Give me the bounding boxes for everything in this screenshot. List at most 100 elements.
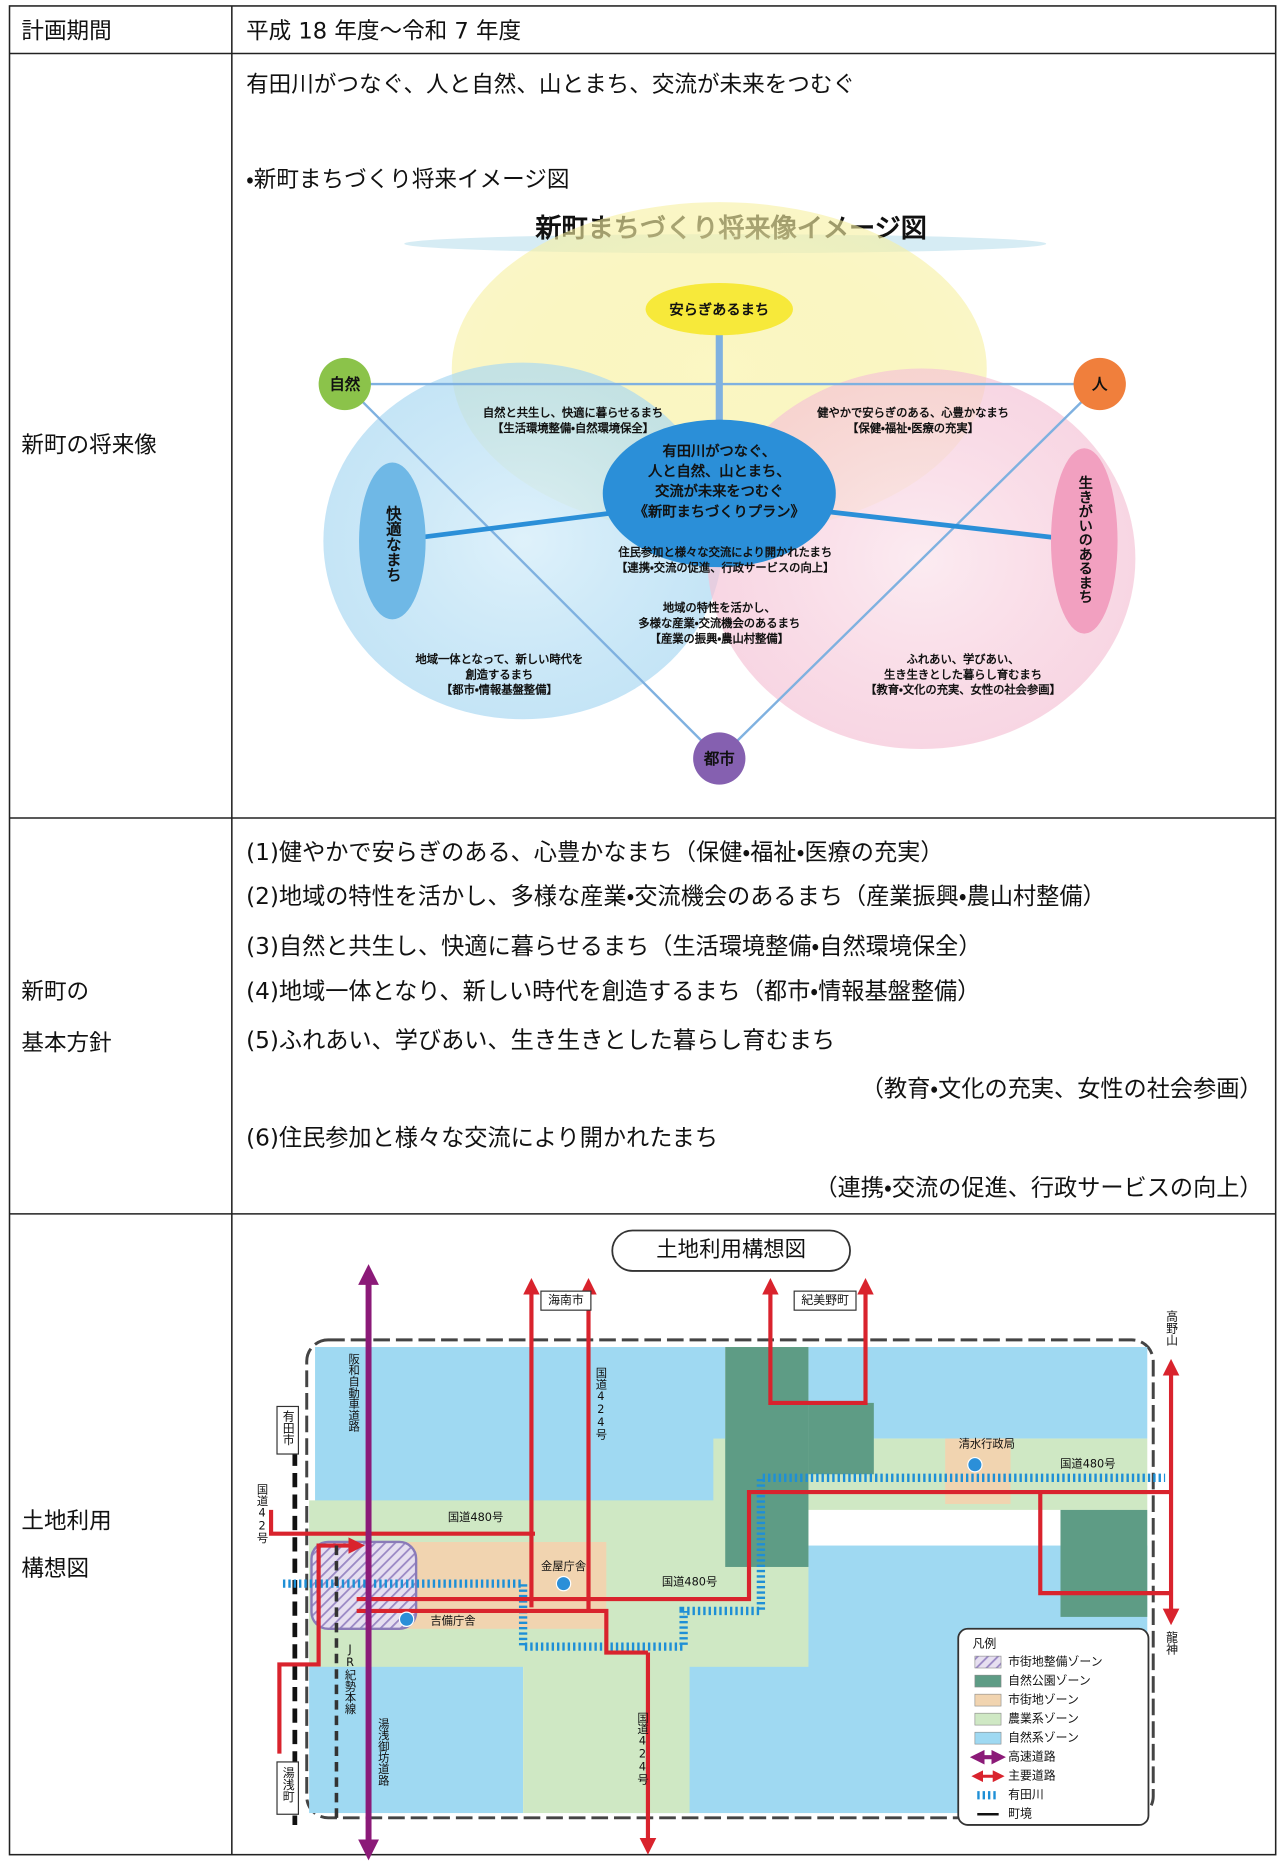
zone-text: 【教育・文化の充実、女性の社会参画】 xyxy=(865,683,1061,697)
title-pill xyxy=(611,1229,851,1272)
policy-item: (1)健やかで安らぎのある、心豊かなまち（保健・福祉・医療の充実） xyxy=(246,839,943,866)
policy-item: (6)住民参加と様々な交流により開かれたまち xyxy=(246,1124,718,1151)
row-label: 基本方針 xyxy=(21,1030,111,1056)
legend-label: 市街地整備ゾーン xyxy=(1008,1655,1102,1669)
place-label: 龍神 xyxy=(1165,1631,1179,1656)
row-label: 構想図 xyxy=(21,1556,89,1582)
policy-item: (5)ふれあい、学びあい、生き生きとした暮らし育むまち xyxy=(246,1027,835,1054)
node-label: 生きがいのあるまち xyxy=(1076,474,1092,604)
zone-blue xyxy=(323,362,723,720)
place-label: 高野山 xyxy=(1165,1310,1179,1346)
main-road xyxy=(762,1278,874,1405)
node-label: 自然 xyxy=(329,375,360,394)
office-label: 金屋庁舎 xyxy=(541,1560,586,1573)
node xyxy=(645,282,793,336)
zone xyxy=(808,1402,874,1475)
legend-title: 凡例 xyxy=(973,1637,997,1651)
place-label: 海南市 xyxy=(548,1293,584,1307)
zone xyxy=(309,1658,524,1814)
table-border xyxy=(8,5,1277,1856)
center-text: 《新町まちづくりプラン》 xyxy=(634,503,805,520)
center-text: 有田川がつなぐ、 xyxy=(662,442,776,460)
vision-diagram: 新町まちづくり将来像イメージ図有田川がつなぐ、人と自然、山とまち、交流が未来をつ… xyxy=(318,202,1136,785)
river xyxy=(282,1473,1166,1651)
zone-text: 【産業の振興・農山村整備】 xyxy=(650,632,789,646)
center-text: 人と自然、山とまち、 xyxy=(647,462,791,480)
main-road xyxy=(356,1489,1172,1602)
zone xyxy=(315,1347,726,1502)
map-title: 土地利用構想図 xyxy=(656,1238,806,1263)
legend-box xyxy=(957,1627,1150,1826)
legend-label: 自然系ゾーン xyxy=(1008,1731,1079,1745)
place-box xyxy=(276,1405,300,1455)
zone-text: 地域の特性を活かし、 xyxy=(663,601,776,615)
node xyxy=(1073,357,1126,411)
legend-swatch xyxy=(974,1693,1002,1707)
zone-text: 住民参加と様々な交流により開かれたまち xyxy=(617,545,832,559)
node xyxy=(1050,448,1118,634)
node-label: 人 xyxy=(1091,376,1108,394)
road-label: 国道424号 xyxy=(594,1367,607,1441)
zone xyxy=(725,1347,809,1567)
place-box xyxy=(793,1290,857,1311)
zone-text: 【連携・交流の促進、行政サービスの向上】 xyxy=(616,560,834,574)
road-label: JR紀勢本線 xyxy=(344,1643,357,1714)
policy-item: (2)地域の特性を活かし、多様な産業・交流機会のあるまち（産業振興・農山村整備） xyxy=(246,883,1106,910)
zone-text: 健やかで安らぎのある、心豊かなまち xyxy=(816,406,1009,420)
zone-text: 【保健・福祉・医療の充実】 xyxy=(847,421,979,435)
main-road xyxy=(356,1608,648,1655)
zone-text: 多様な産業・交流機会のあるまち xyxy=(638,616,800,630)
policy-item: (3)自然と共生し、快適に暮らせるまち（生活環境整備・自然環境保全） xyxy=(246,933,981,960)
cell-text: 平成 18 年度～令和 7 年度 xyxy=(246,19,521,45)
legend-swatch xyxy=(974,1712,1002,1726)
node xyxy=(693,732,746,785)
office-marker xyxy=(967,1456,983,1473)
place-box xyxy=(276,1761,300,1815)
road-label: 湯浅御坊道路 xyxy=(377,1718,390,1786)
legend-label: 市街地ゾーン xyxy=(1008,1693,1079,1707)
place-box xyxy=(540,1290,592,1311)
place-label: 湯浅町 xyxy=(281,1767,295,1803)
place-label: 有田市 xyxy=(281,1409,295,1446)
node-label: 安らぎあるまち xyxy=(669,300,769,318)
zone xyxy=(1060,1509,1148,1617)
legend-label: 農業系ゾーン xyxy=(1008,1712,1079,1726)
zone-text: 【都市・情報基盤整備】 xyxy=(441,683,558,697)
zone-text: 自然と共生し、快適に暮らせるまち xyxy=(483,406,663,420)
center-text: 交流が未来をつむぐ xyxy=(655,482,783,500)
node xyxy=(359,462,426,620)
legend-swatch xyxy=(974,1731,1002,1745)
office-label: 吉備庁舎 xyxy=(430,1615,475,1628)
center-ellipse xyxy=(602,419,836,568)
node-label: 都市 xyxy=(703,749,735,768)
office-marker xyxy=(555,1575,572,1592)
policy-note: （教育・文化の充実、女性の社会参画） xyxy=(861,1076,1263,1103)
policy-item: (4)地域一体となり、新しい時代を創造するまち（都市・情報基盤整備） xyxy=(246,978,980,1005)
office-label: 清水行政局 xyxy=(959,1437,1015,1451)
main-road xyxy=(268,1509,535,1536)
slogan: 有田川がつなぐ、人と自然、山とまち、交流が未来をつむぐ xyxy=(246,72,855,98)
main-road xyxy=(1038,1492,1172,1596)
row-label: 土地利用 xyxy=(21,1508,111,1534)
road-label: 国道480号 xyxy=(662,1574,717,1588)
legend-swatch xyxy=(974,1655,1002,1669)
node-label: 快適なまち xyxy=(384,504,402,583)
table-grid xyxy=(8,5,1277,1856)
zone-text: 【生活環境整備・自然環境保全】 xyxy=(492,421,654,435)
zone-text: 創造するまち xyxy=(464,667,533,681)
place-label: 紀美野町 xyxy=(801,1293,849,1307)
row-label: 計画期間 xyxy=(21,19,111,45)
zone xyxy=(523,1658,690,1814)
legend-label: 主要道路 xyxy=(1008,1769,1056,1783)
legend-label: 高速道路 xyxy=(1008,1750,1056,1764)
row-label: 新町の xyxy=(21,979,89,1005)
legend-label: 自然公園ゾーン xyxy=(1008,1674,1091,1688)
legend-label: 町境 xyxy=(1008,1807,1032,1821)
road-label: 国道42号 xyxy=(256,1484,269,1545)
policy-note: （連携・交流の促進、行政サービスの向上） xyxy=(814,1174,1262,1201)
node xyxy=(318,357,371,411)
